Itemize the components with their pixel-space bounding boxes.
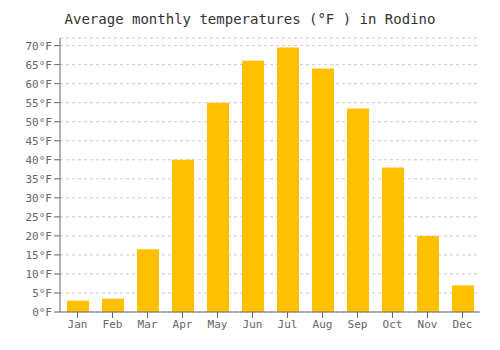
svg-text:5°F: 5°F — [32, 287, 52, 300]
svg-text:Jan: Jan — [68, 318, 88, 331]
svg-text:25°F: 25°F — [26, 211, 53, 224]
svg-text:30°F: 30°F — [26, 192, 53, 205]
svg-text:Feb: Feb — [103, 318, 123, 331]
svg-text:40°F: 40°F — [26, 154, 53, 167]
svg-text:15°F: 15°F — [26, 249, 53, 262]
svg-text:May: May — [208, 318, 228, 331]
svg-text:Aug: Aug — [313, 318, 333, 331]
svg-text:35°F: 35°F — [26, 173, 53, 186]
svg-text:Jun: Jun — [243, 318, 263, 331]
svg-text:Jul: Jul — [278, 318, 298, 331]
svg-text:50°F: 50°F — [26, 116, 53, 129]
svg-text:0°F: 0°F — [32, 306, 52, 319]
html-text:Average monthly temperatures (: Average monthly temperatures (°F ) in Ro… — [64, 11, 436, 27]
svg-text:65°F: 65°F — [26, 59, 53, 72]
svg-text:10°F: 10°F — [26, 268, 53, 281]
svg-text:60°F: 60°F — [26, 78, 53, 91]
svg-text:20°F: 20°F — [26, 230, 53, 243]
svg-text:Sep: Sep — [348, 318, 368, 331]
svg-text:Dec: Dec — [453, 318, 473, 331]
svg-text:Oct: Oct — [383, 318, 403, 331]
svg-text:70°F: 70°F — [26, 40, 53, 53]
svg-text:55°F: 55°F — [26, 97, 53, 110]
svg-text:Apr: Apr — [173, 318, 193, 331]
svg-text:Mar: Mar — [138, 318, 158, 331]
svg-text:Nov: Nov — [418, 318, 438, 331]
svg-text:45°F: 45°F — [26, 135, 53, 148]
